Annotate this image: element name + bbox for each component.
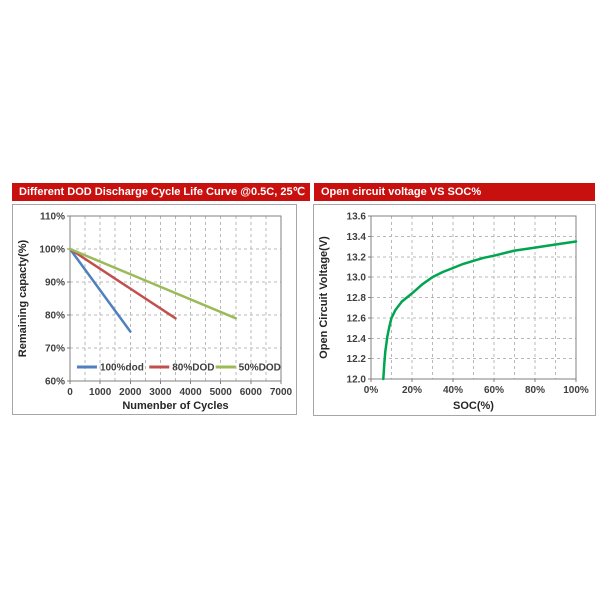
x-tick-label: 100% — [563, 385, 589, 396]
x-tick-label: 60% — [484, 385, 504, 396]
y-tick-label: 13.4 — [347, 232, 367, 243]
ocv-soc-chart: 0% 20% 40% 60% 80% 100% 12.0 12.2 12.4 12.6 12.8 13… — [318, 212, 589, 413]
x-tick-label: 40% — [443, 385, 463, 396]
y-tick-label: 12.2 — [347, 354, 367, 365]
x-tick-label: 6000 — [240, 387, 263, 398]
x-tick-label: 1000 — [89, 387, 112, 398]
y-tick-label: 100% — [39, 245, 65, 256]
y-tick-label: 13.2 — [347, 252, 367, 263]
legend-label: 50%DOD — [239, 363, 281, 374]
y-axis-title: Remaining capacty(%) — [17, 239, 29, 357]
y-tick-label: 110% — [40, 212, 65, 223]
x-tick-label: 4000 — [179, 387, 202, 398]
legend-label: 80%DOD — [172, 363, 214, 374]
y-tick-label: 13.0 — [347, 273, 367, 284]
x-tick-label: 2000 — [119, 387, 142, 398]
left-chart-title-banner: Different DOD Discharge Cycle Life Curve… — [12, 183, 310, 201]
x-tick-label: 0 — [67, 387, 73, 398]
x-tick-label: 20% — [402, 385, 422, 396]
series-line — [68, 247, 177, 320]
y-tick-label: 90% — [45, 278, 65, 289]
series-line — [68, 247, 132, 333]
dod-cycle-life-chart: 0 1000 2000 3000 4000 5000 6000 7000 60% 70% 80% 90… — [17, 212, 293, 413]
x-tick-label: 5000 — [210, 387, 233, 398]
y-tick-label: 12.6 — [347, 313, 367, 324]
y-tick-label: 12.4 — [347, 334, 367, 345]
y-axis-title: Open Circuit Voltage(V) — [318, 236, 330, 359]
plot-border — [69, 215, 282, 382]
x-tick-label: 0% — [364, 385, 379, 396]
y-tick-label: 60% — [45, 377, 65, 388]
y-tick-label: 70% — [45, 344, 65, 355]
y-tick-label: 80% — [45, 311, 65, 322]
x-axis-title: Numenber of Cycles — [122, 400, 228, 412]
ocv-soc-chart-panel: 0% 20% 40% 60% 80% 100% 12.0 12.2 12.4 12.6 12.8 13… — [313, 204, 596, 416]
series-line — [68, 247, 238, 320]
right-chart-title: Open circuit voltage VS SOC% — [321, 186, 482, 198]
y-tick-label: 12.0 — [347, 375, 367, 386]
x-tick-label: 3000 — [149, 387, 172, 398]
y-tick-label: 12.8 — [347, 293, 367, 304]
x-tick-label: 7000 — [270, 387, 293, 398]
legend-label: 100%dod — [100, 363, 144, 374]
x-axis-title: SOC(%) — [453, 400, 494, 412]
left-chart-title: Different DOD Discharge Cycle Life Curve… — [19, 186, 305, 198]
series-line — [382, 240, 578, 381]
dod-cycle-life-chart-panel: 0 1000 2000 3000 4000 5000 6000 7000 60% 70% 80% 90… — [12, 204, 297, 415]
y-tick-label: 13.6 — [347, 212, 367, 223]
right-chart-title-banner: Open circuit voltage VS SOC% — [314, 183, 595, 201]
x-tick-label: 80% — [525, 385, 545, 396]
